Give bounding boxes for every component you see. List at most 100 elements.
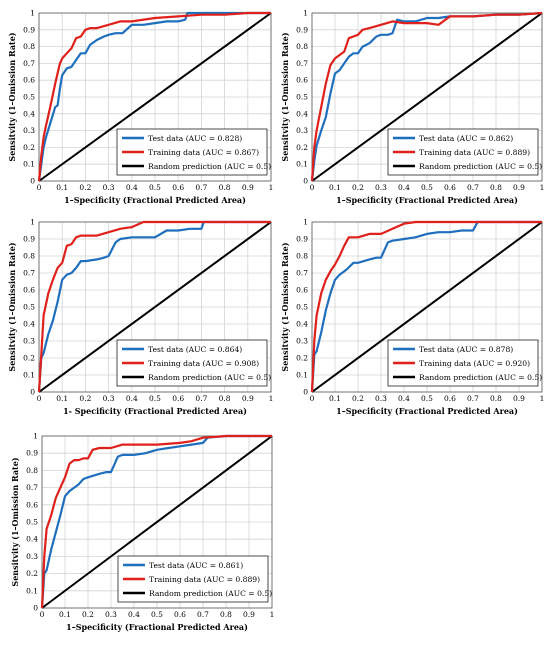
- x-tick-label: 1: [269, 183, 274, 192]
- y-tick-label: 0.4: [26, 535, 38, 544]
- roc-panel-4: 0 0.1 0.2 0.3 0.4 0.5 0.6 0.7 0.8 0.9 1 0 0.1 0.2 0.3 0…: [280, 218, 544, 417]
- x-tick-label: 0: [40, 610, 45, 619]
- y-tick-label: 0.1: [296, 371, 308, 380]
- y-tick-label: 0.8: [23, 42, 35, 51]
- x-tick-label: 0.8: [219, 183, 231, 192]
- y-tick-label: 0.2: [296, 143, 308, 152]
- x-tick-label: 0.4: [126, 183, 138, 192]
- y-tick-label: 1: [33, 432, 38, 441]
- x-tick-label: 0.2: [352, 183, 364, 192]
- y-tick-label: 0.9: [26, 449, 38, 458]
- series-line-2: [37, 11, 271, 182]
- series-line-3: [41, 435, 273, 609]
- y-tick-label: 0.3: [26, 552, 38, 561]
- x-tick-label: 0.6: [174, 610, 186, 619]
- series-line-2: [310, 220, 542, 393]
- x-tick-label: 0: [310, 394, 315, 403]
- x-axis-label: 1- Specificity (Fractional Predicted Are…: [63, 406, 247, 416]
- x-tick-label: 0.1: [59, 610, 71, 619]
- y-axis-label: Sensitvity (1–Omission Rate): [10, 457, 20, 586]
- y-tick-label: 0.6: [23, 286, 35, 295]
- y-tick-label: 0.3: [296, 337, 308, 346]
- legend-label: Random prediction (AUC = 0.5): [148, 373, 271, 382]
- x-tick-label: 0.1: [329, 183, 341, 192]
- y-tick-label: 0.6: [296, 76, 308, 85]
- legend: Test data (AUC = 0.864) Training data (AU…: [116, 339, 271, 387]
- y-tick-label: 0.2: [26, 569, 38, 578]
- y-axis-label: Sensitvity (1–Omission Rate): [280, 32, 290, 161]
- x-tick-label: 0: [37, 394, 42, 403]
- x-axis-label: 1–Specificity (Fractional Predicted Area…: [336, 406, 518, 416]
- y-tick-label: 0: [30, 177, 35, 186]
- y-tick-label: 0.7: [23, 269, 35, 278]
- y-tick-label: 0.8: [23, 252, 35, 261]
- x-axis-label: 1–Specificity (Fractional Predicted Area…: [336, 195, 518, 205]
- x-tick-label: 0.9: [513, 183, 525, 192]
- series-line-3: [311, 221, 543, 393]
- legend-label: Test data (AUC = 0.878): [419, 345, 513, 354]
- x-tick-label: 0.4: [398, 394, 410, 403]
- legend-label: Test data (AUC = 0.864): [148, 345, 242, 354]
- y-tick-label: 0.8: [26, 466, 38, 475]
- y-tick-label: 0.5: [26, 518, 38, 527]
- x-tick-label: 0.5: [421, 394, 433, 403]
- y-tick-label: 0.4: [23, 109, 35, 118]
- legend-label: Random prediction (AUC = 0.5): [419, 162, 542, 171]
- x-tick-label: 0.5: [421, 183, 433, 192]
- series-line-1: [310, 220, 542, 393]
- x-tick-label: 0.5: [149, 183, 161, 192]
- x-tick-label: 0.3: [105, 610, 117, 619]
- series-line-2: [40, 434, 272, 609]
- plot-frame: [41, 435, 273, 609]
- series-line-3: [311, 12, 543, 182]
- legend: Test data (AUC = 0.861) Training data (AU…: [117, 555, 272, 603]
- y-tick-label: 0.2: [23, 354, 35, 363]
- x-tick-label: 0.7: [195, 183, 207, 192]
- y-tick-label: 0.6: [26, 500, 38, 509]
- y-tick-label: 0.9: [296, 25, 308, 34]
- roc-panel-2: 0 0.1 0.2 0.3 0.4 0.5 0.6 0.7 0.8 0.9 1 0 0.1 0.2 0.3 0…: [280, 9, 544, 206]
- legend-label: Training data (AUC = 0.908): [148, 359, 259, 368]
- x-tick-label: 0.5: [149, 394, 161, 403]
- y-tick-label: 0.7: [23, 59, 35, 68]
- y-tick-label: 0.3: [23, 126, 35, 135]
- y-tick-label: 1: [30, 218, 35, 227]
- y-tick-label: 0.7: [296, 59, 308, 68]
- y-axis-label: Sensitvity (1–Omission Rate): [7, 32, 17, 161]
- y-tick-label: 0.1: [26, 586, 38, 595]
- y-tick-label: 0.5: [296, 303, 308, 312]
- x-tick-label: 0.9: [242, 183, 254, 192]
- roc-panel-3: 0 0.1 0.2 0.3 0.4 0.5 0.6 0.7 0.8 0.9 1 0 0.1 0.2 0.3 0…: [7, 218, 273, 417]
- y-tick-label: 0.6: [23, 76, 35, 85]
- x-tick-label: 0.3: [103, 183, 115, 192]
- legend-label: Test data (AUC = 0.861): [149, 561, 243, 570]
- x-tick-label: 0.7: [197, 610, 209, 619]
- x-tick-label: 0.8: [490, 183, 502, 192]
- series-line-2: [37, 220, 271, 393]
- series-line-1: [40, 434, 272, 609]
- x-tick-label: 0: [37, 183, 42, 192]
- y-tick-label: 0.8: [296, 42, 308, 51]
- y-tick-label: 0.3: [23, 337, 35, 346]
- legend-label: Random prediction (AUC = 0.5): [419, 373, 542, 382]
- y-tick-label: 1: [303, 218, 308, 227]
- y-tick-label: 0.7: [26, 483, 38, 492]
- y-tick-label: 0: [303, 388, 308, 397]
- x-tick-label: 0.1: [56, 394, 68, 403]
- y-tick-label: 0.7: [296, 269, 308, 278]
- x-axis-label: 1–Specificity (Fractional Predicted Area…: [66, 622, 248, 632]
- x-tick-label: 0.3: [103, 394, 115, 403]
- x-tick-label: 0.6: [172, 394, 184, 403]
- y-tick-label: 0.1: [23, 160, 35, 169]
- x-tick-label: 0.3: [375, 183, 387, 192]
- plot-frame: [311, 12, 543, 182]
- y-tick-label: 0.4: [296, 320, 308, 329]
- plot-frame: [38, 12, 272, 182]
- y-tick-label: 0.5: [23, 303, 35, 312]
- y-tick-label: 0.3: [296, 126, 308, 135]
- y-axis-label: Sensitvity (1–Omission Rate): [7, 242, 17, 371]
- x-tick-label: 0.8: [490, 394, 502, 403]
- x-tick-label: 1: [270, 610, 275, 619]
- x-tick-label: 0.5: [151, 610, 163, 619]
